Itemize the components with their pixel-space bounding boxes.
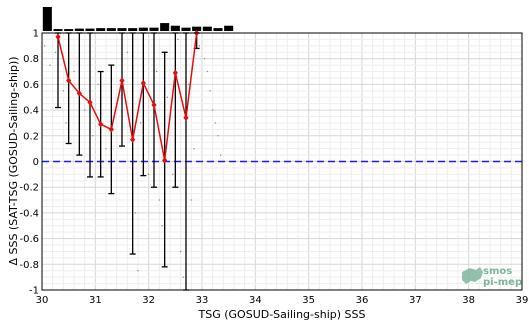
scatter-point [105,147,107,150]
histogram-bar [64,29,74,31]
mean-marker [66,77,72,84]
scatter-point [209,90,211,92]
logo-text-line1: smos [483,266,512,277]
y-tick-label: -0.6 [19,234,39,245]
y-tick-label: -0.4 [19,208,39,219]
mean-marker [151,101,157,109]
smos-pi-mep-logo: smos pi-mep [462,266,522,288]
x-tick-label: 33 [196,295,209,306]
histogram [42,7,234,31]
scatter-point [166,96,169,98]
mean-marker [183,114,189,122]
x-tick-label: 35 [302,295,315,306]
y-tick-label: -0.2 [19,183,39,194]
scatter-point [62,90,65,92]
x-tick-labels: 30 31 32 33 34 35 36 37 38 39 [36,295,529,306]
y-tick-label: 1 [33,29,39,40]
histogram-bar [117,28,127,31]
y-tick-label: 0.4 [23,106,39,117]
histogram-bar [202,26,212,31]
x-tick-label: 32 [142,295,155,306]
scatter-point [134,212,137,214]
scatter-point [137,270,139,272]
scatter-point [203,58,206,60]
histogram-bar [160,23,170,31]
mean-marker [119,77,125,84]
histogram-bar [74,28,84,31]
scatter-point [54,51,57,53]
scatter-point [43,45,46,47]
x-tick-label: 30 [36,295,49,306]
x-tick-label: 36 [356,295,369,306]
histogram-bar [192,26,202,31]
histogram-bar [149,27,159,31]
scatter-point [161,225,163,227]
y-tick-label: 0.6 [23,80,39,91]
mean-marker [87,99,93,106]
scatter-point [179,250,182,253]
scatter-point [187,83,190,86]
histogram-bar [138,27,148,31]
plot-frame [41,32,523,291]
y-tick-label: 0 [33,157,39,168]
scatter-point [190,199,193,201]
scatter-point [97,83,99,86]
scatter-point [147,173,150,176]
histogram-bar [42,7,52,31]
x-tick-label: 37 [409,295,422,306]
histogram-bar [53,29,63,31]
y-tick-label: -1 [29,286,39,297]
mean-marker [55,33,61,41]
scatter-point [155,70,158,73]
logo-map-icon [462,267,483,284]
mean-marker [108,126,114,133]
histogram-bar [96,28,106,31]
scatter-point [217,135,219,137]
mean-marker [76,90,82,97]
scatter-point [171,173,174,176]
x-axis-label: TSG (GOSUD-Sailing-ship) SSS [198,308,366,321]
y-tick-labels: -1 -0.8 -0.6 -0.4 -0.2 0 0.2 0.4 0.6 0.8 1 [19,29,39,297]
scatter-points [43,38,222,278]
y-tick-label: 0.8 [23,54,39,65]
scatter-point [91,135,94,137]
scatter-point [177,38,179,41]
mean-marker [98,121,104,128]
histogram-bar [128,28,138,31]
logo-text-line2: pi-mep [483,277,522,288]
scatter-point [214,122,217,124]
scatter-point [219,154,222,156]
scatter-point [65,122,67,124]
scatter-point [182,276,185,278]
x-tick-label: 31 [89,295,102,306]
x-tick-label: 39 [516,295,529,306]
y-tick-label: -0.8 [19,260,39,271]
scatter-point [139,122,142,124]
histogram-bar [181,27,191,31]
scatter-point [83,109,86,111]
mean-marker [140,79,146,87]
mean-line [57,32,198,161]
scatter-point [193,147,195,150]
mean-marker [172,69,178,77]
scatter-point [198,45,201,47]
histogram-bar [224,25,234,31]
y-tick-label: 0.2 [23,131,39,142]
scatter-point [49,64,51,66]
histogram-bar [85,28,95,31]
scatter-point [158,199,161,201]
histogram-bar [170,25,180,31]
scatter-point [73,70,75,73]
scatter-point [211,109,214,111]
y-axis-label: Δ SSS (SAT-TSG (GOSUD-Sailing-ship)) [7,56,20,265]
x-tick-label: 34 [249,295,262,306]
x-tick-label: 38 [462,295,475,306]
scatter-point [206,70,209,73]
histogram-bar [106,28,116,31]
mean-marker [162,157,168,164]
mean-marker [130,136,136,143]
scatter-point [126,51,129,53]
histogram-bar [213,28,223,31]
